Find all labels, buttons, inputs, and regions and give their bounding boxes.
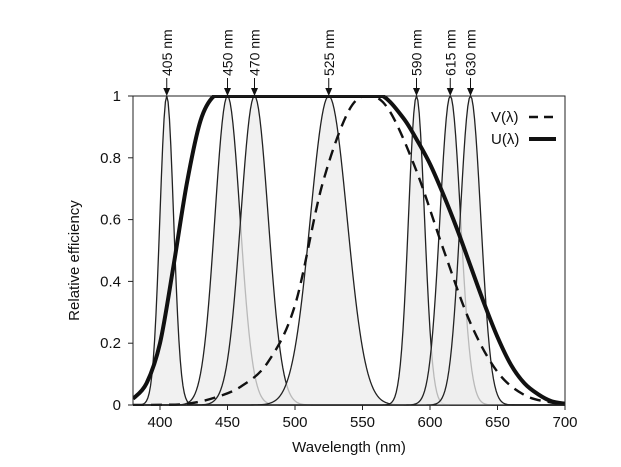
y-tick-label: 1 (113, 88, 121, 105)
x-tick-label: 500 (282, 414, 307, 431)
peak-label-590: 590 nm (409, 29, 425, 76)
peak-label-525: 525 nm (321, 29, 337, 76)
x-axis-title: Wavelength (nm) (292, 439, 406, 456)
peak-label-405: 405 nm (159, 29, 175, 76)
peak-label-470: 470 nm (247, 29, 263, 76)
led-fill-405 (133, 96, 565, 405)
x-tick-label: 550 (350, 414, 375, 431)
series-line-u-lambda (133, 95, 565, 406)
peak-label-630: 630 nm (463, 29, 479, 76)
led-fill-525 (133, 96, 565, 405)
peak-label-450: 450 nm (220, 29, 236, 76)
y-tick-label: 0 (113, 397, 121, 414)
series-line-v-lambda (133, 95, 565, 406)
peak-annotations: 405 nm 450 nm 470 nm 525 nm 590 nm 615 nm 630 … (159, 29, 479, 96)
arrow-head-icon (163, 88, 171, 96)
legend: V(λ) U(λ) (491, 109, 556, 148)
legend-label: V(λ) (491, 109, 519, 126)
x-tick-label: 700 (552, 414, 577, 431)
x-tick-label: 400 (147, 414, 172, 431)
axis-ticks: 400 450 500 550 600 650 700 0 0.2 0.4 0.6 0.8 1 (100, 88, 577, 431)
arrow-head-icon (325, 88, 333, 96)
y-tick-label: 0.8 (100, 150, 121, 167)
led-fill-470 (133, 96, 565, 405)
legend-label: U(λ) (491, 131, 519, 148)
peak-label-615: 615 nm (442, 29, 458, 76)
led-fill-630 (133, 96, 565, 405)
arrow-head-icon (467, 88, 474, 96)
x-tick-label: 450 (215, 414, 240, 431)
series-lines (133, 95, 565, 406)
y-axis-title: Relative efficiency (66, 200, 83, 321)
arrow-head-icon (413, 88, 420, 96)
arrow-head-icon (224, 88, 231, 96)
y-tick-label: 0.6 (100, 212, 121, 229)
arrow-head-icon (251, 88, 258, 96)
x-tick-label: 600 (417, 414, 442, 431)
y-tick-label: 0.4 (100, 273, 121, 290)
x-tick-label: 650 (485, 414, 510, 431)
y-tick-label: 0.2 (100, 335, 121, 352)
arrow-head-icon (446, 88, 454, 96)
plot-frame (132, 95, 566, 406)
